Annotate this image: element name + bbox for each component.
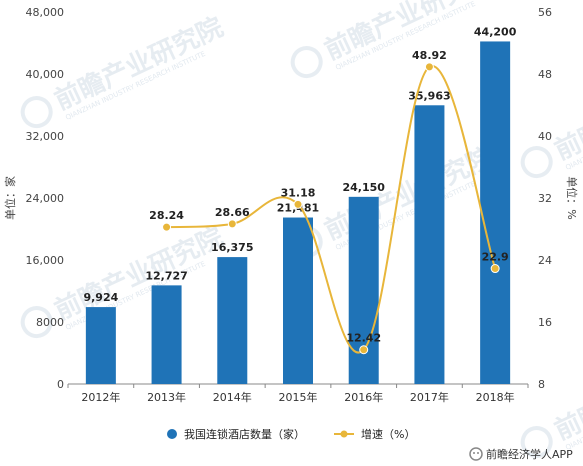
legend-line-label: 增速（%） — [361, 427, 415, 441]
right-axis-tick-label: 16 — [538, 316, 552, 329]
line-value-label: 31.18 — [281, 186, 316, 199]
category-label: 2014年 — [213, 390, 252, 404]
left-axis-title: 单位：家 — [3, 176, 17, 220]
bar-value-label: 16,375 — [211, 241, 253, 254]
watermark-text: 前瞻产业研究院 — [50, 11, 228, 116]
bar-value-label: 35,963 — [408, 89, 450, 102]
line-point — [227, 219, 237, 229]
right-axis-title: 单位：% — [565, 176, 579, 219]
wechat-icon-dot — [473, 452, 475, 454]
left-axis-tick-label: 24,000 — [26, 192, 65, 205]
category-label: 2015年 — [279, 390, 318, 404]
bar — [217, 257, 248, 384]
legend: 我国连锁酒店数量（家） 增速（%） — [167, 427, 415, 441]
watermark-logo-icon — [20, 96, 53, 129]
credit-text: 前瞻经济学人APP — [486, 447, 573, 461]
legend-bar-label: 我国连锁酒店数量（家） — [184, 427, 305, 441]
axes-layer: 0 8000 16,000 24,000 32,000 40,000 48,000 8 16 24… — [3, 6, 579, 404]
left-axis-tick-label: 48,000 — [26, 6, 65, 19]
line-value-label: 28.66 — [215, 206, 250, 219]
bar-value-label: 44,200 — [474, 25, 517, 38]
watermark-logo-icon — [520, 146, 553, 179]
line-point — [162, 222, 172, 232]
right-axis-tick-label: 32 — [538, 192, 552, 205]
line-point — [424, 62, 434, 72]
legend-bar-swatch — [167, 429, 177, 439]
watermark-logo-icon — [290, 46, 323, 79]
line-value-label: 28.24 — [149, 209, 184, 222]
watermark-text: 前瞻产业研究院 — [550, 341, 583, 446]
bar — [283, 217, 313, 384]
line-value-label: 22.9 — [482, 251, 509, 264]
growth-line-series: 28.24 28.66 31.18 12.42 48.92 22.9 — [149, 49, 509, 355]
category-label: 2012年 — [81, 390, 120, 404]
left-axis-tick-label: 8000 — [36, 316, 64, 329]
right-axis-tick-label: 56 — [538, 6, 552, 19]
right-axis-tick-label: 40 — [538, 130, 552, 143]
credit: 前瞻经济学人APP — [469, 447, 573, 461]
category-label: 2018年 — [476, 390, 515, 404]
bar — [414, 105, 445, 385]
category-label: 2017年 — [410, 390, 449, 404]
bar — [348, 196, 379, 384]
right-axis-tick-label: 48 — [538, 68, 552, 81]
category-label: 2016年 — [344, 390, 383, 404]
legend-line-marker — [340, 430, 348, 438]
left-axis-tick-label: 16,000 — [26, 254, 65, 267]
right-axis-tick-label: 8 — [538, 378, 545, 391]
watermark-text: 前瞻产业研究院 — [550, 61, 583, 166]
watermark-logo-icon — [20, 306, 53, 339]
bar — [480, 41, 511, 384]
line-point — [490, 264, 500, 274]
bar — [85, 307, 116, 384]
wechat-icon-dot — [477, 452, 479, 454]
bar — [151, 285, 182, 384]
watermark-text: 前瞻产业研究院 — [50, 221, 228, 326]
line-point — [293, 199, 303, 209]
line-point — [359, 345, 369, 355]
right-axis-tick-label: 24 — [538, 254, 552, 267]
left-axis-tick-label: 32,000 — [26, 130, 65, 143]
line-value-label: 48.92 — [412, 49, 447, 62]
wechat-icon — [469, 447, 483, 461]
bar-value-label: 12,727 — [145, 269, 187, 282]
left-axis-tick-label: 0 — [57, 378, 64, 391]
left-axis-tick-label: 40,000 — [26, 68, 65, 81]
watermark-logo-icon — [520, 426, 553, 459]
category-label: 2013年 — [147, 390, 186, 404]
line-value-label: 12.42 — [346, 332, 381, 345]
bar-value-label: 9,924 — [83, 291, 118, 304]
bar-value-label: 24,150 — [342, 181, 385, 194]
